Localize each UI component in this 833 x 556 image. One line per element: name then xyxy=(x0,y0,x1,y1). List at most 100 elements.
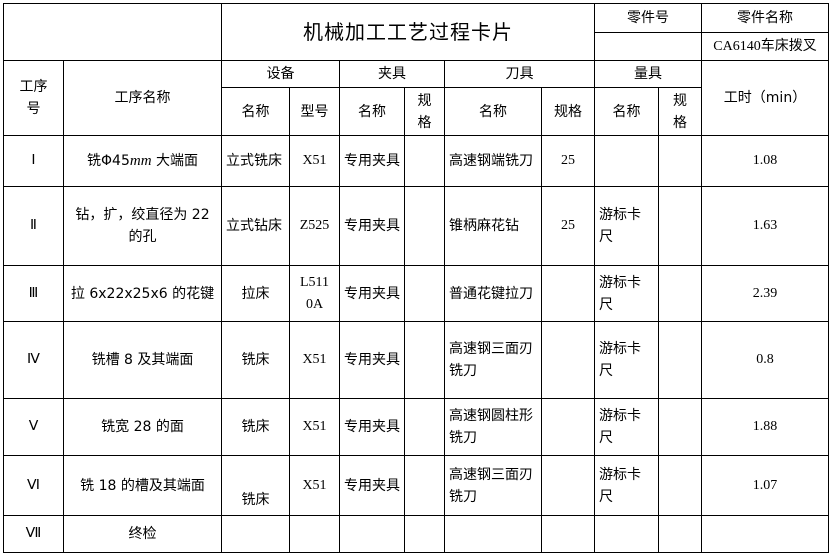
fixture-name: 专用夹具 xyxy=(339,186,405,266)
time-value: 1.08 xyxy=(701,135,829,187)
fixture-spec xyxy=(404,186,445,266)
step-name: 铣 18 的槽及其端面 xyxy=(63,455,222,516)
table-row: Ⅶ 终检 xyxy=(3,515,829,553)
gauge-spec xyxy=(658,135,702,187)
tool-name: 高速钢圆柱形铣刀 xyxy=(444,398,542,456)
part-name-label: 零件名称 xyxy=(701,3,829,33)
fixture-spec xyxy=(404,265,445,322)
step-no: Ⅶ xyxy=(3,515,64,553)
step-name: 铣Φ45mm 大端面 xyxy=(63,135,222,187)
time-value: 1.07 xyxy=(701,455,829,516)
equipment-model: X51 xyxy=(289,135,340,187)
equipment-name: 立式铣床 xyxy=(221,135,290,187)
step-no: Ⅵ xyxy=(3,455,64,516)
equipment-model: L5110A xyxy=(289,265,340,322)
gauge-name-header: 名称 xyxy=(594,87,659,136)
table-row: Ⅰ 铣Φ45mm 大端面 立式铣床 X51 专用夹具 高速钢端铣刀 25 1.0… xyxy=(3,135,829,187)
time-value: 2.39 xyxy=(701,265,829,322)
fixture-spec xyxy=(404,515,445,553)
tool-spec xyxy=(541,455,595,516)
tool-spec xyxy=(541,265,595,322)
step-no: Ⅳ xyxy=(3,321,64,399)
gauge-spec-header: 规格 xyxy=(658,87,702,136)
header-tool: 刀具 xyxy=(444,60,595,88)
tool-name: 高速钢三面刃铣刀 xyxy=(444,455,542,516)
tool-spec xyxy=(541,515,595,553)
equipment-name: 铣床 xyxy=(221,455,290,516)
fixture-name xyxy=(339,515,405,553)
tool-spec: 25 xyxy=(541,135,595,187)
part-no-value xyxy=(594,32,702,61)
tool-name-header: 名称 xyxy=(444,87,542,136)
time-value: 1.63 xyxy=(701,186,829,266)
step-name: 铣宽 28 的面 xyxy=(63,398,222,456)
table-row: Ⅳ 铣槽 8 及其端面 铣床 X51 专用夹具 高速钢三面刃铣刀 游标卡尺 0.… xyxy=(3,321,829,399)
tool-name: 普通花键拉刀 xyxy=(444,265,542,322)
blank-corner xyxy=(3,3,222,61)
equipment-model: X51 xyxy=(289,321,340,399)
gauge-name: 游标卡尺 xyxy=(594,265,659,322)
gauge-spec xyxy=(658,455,702,516)
part-no-label: 零件号 xyxy=(594,3,702,33)
gauge-spec xyxy=(658,398,702,456)
fixture-name: 专用夹具 xyxy=(339,265,405,322)
equipment-name xyxy=(221,515,290,553)
gauge-name xyxy=(594,515,659,553)
equipment-model: Z525 xyxy=(289,186,340,266)
gauge-name: 游标卡尺 xyxy=(594,321,659,399)
equipment-name: 立式钻床 xyxy=(221,186,290,266)
gauge-name xyxy=(594,135,659,187)
tool-spec xyxy=(541,321,595,399)
header-step-name: 工序名称 xyxy=(63,60,222,136)
step-no: Ⅱ xyxy=(3,186,64,266)
step-no: Ⅰ xyxy=(3,135,64,187)
tool-name xyxy=(444,515,542,553)
tool-name: 高速钢端铣刀 xyxy=(444,135,542,187)
fixture-name: 专用夹具 xyxy=(339,321,405,399)
tool-spec xyxy=(541,398,595,456)
gauge-spec xyxy=(658,515,702,553)
tool-name: 锥柄麻花钻 xyxy=(444,186,542,266)
table-row: Ⅱ 钻，扩，绞直径为 22 的孔 立式钻床 Z525 专用夹具 锥柄麻花钻 25… xyxy=(3,186,829,266)
gauge-name: 游标卡尺 xyxy=(594,455,659,516)
fx-name-header: 名称 xyxy=(339,87,405,136)
eq-name-header: 名称 xyxy=(221,87,290,136)
header-fixture: 夹具 xyxy=(339,60,445,88)
gauge-name: 游标卡尺 xyxy=(594,398,659,456)
process-card-table: 机械加工工艺过程卡片 零件号 零件名称 CA6140车床拨叉 工序号 工序名称 … xyxy=(3,3,829,553)
step-name: 终检 xyxy=(63,515,222,553)
part-name-value: CA6140车床拨叉 xyxy=(701,32,829,61)
tool-spec: 25 xyxy=(541,186,595,266)
gauge-spec xyxy=(658,321,702,399)
fixture-spec xyxy=(404,398,445,456)
step-no: Ⅲ xyxy=(3,265,64,322)
equipment-model: X51 xyxy=(289,398,340,456)
header-step-no: 工序号 xyxy=(3,60,64,136)
fixture-name: 专用夹具 xyxy=(339,398,405,456)
header-time: 工时（min） xyxy=(701,60,829,136)
card-title: 机械加工工艺过程卡片 xyxy=(221,3,595,61)
table-row: Ⅵ 铣 18 的槽及其端面 铣床 X51 专用夹具 高速钢三面刃铣刀 游标卡尺 … xyxy=(3,455,829,516)
equipment-name: 拉床 xyxy=(221,265,290,322)
gauge-spec xyxy=(658,186,702,266)
step-name: 拉 6x22x25x6 的花键 xyxy=(63,265,222,322)
eq-model-header: 型号 xyxy=(289,87,340,136)
equipment-name: 铣床 xyxy=(221,398,290,456)
time-value xyxy=(701,515,829,553)
step-name: 铣槽 8 及其端面 xyxy=(63,321,222,399)
gauge-spec xyxy=(658,265,702,322)
fx-spec-header: 规格 xyxy=(404,87,445,136)
equipment-model xyxy=(289,515,340,553)
fixture-spec xyxy=(404,321,445,399)
equipment-name: 铣床 xyxy=(221,321,290,399)
table-row: Ⅲ 拉 6x22x25x6 的花键 拉床 L5110A 专用夹具 普通花键拉刀 … xyxy=(3,265,829,322)
time-value: 0.8 xyxy=(701,321,829,399)
step-no: Ⅴ xyxy=(3,398,64,456)
header-equipment: 设备 xyxy=(221,60,340,88)
tool-spec-header: 规格 xyxy=(541,87,595,136)
fixture-name: 专用夹具 xyxy=(339,455,405,516)
gauge-name: 游标卡尺 xyxy=(594,186,659,266)
table-row: Ⅴ 铣宽 28 的面 铣床 X51 专用夹具 高速钢圆柱形铣刀 游标卡尺 1.8… xyxy=(3,398,829,456)
time-value: 1.88 xyxy=(701,398,829,456)
header-gauge: 量具 xyxy=(594,60,702,88)
